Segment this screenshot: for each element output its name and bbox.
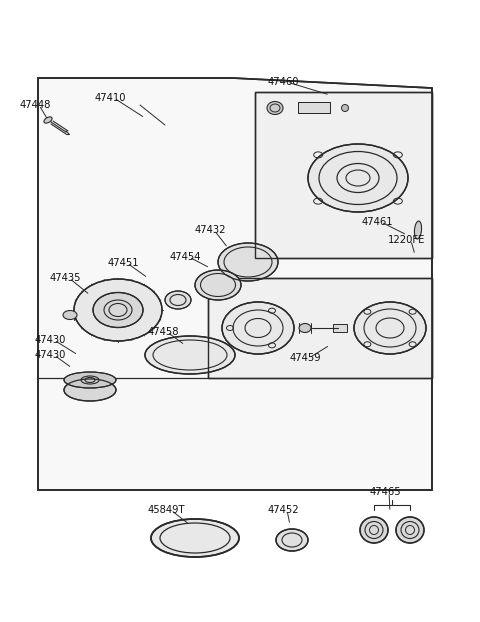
Text: 47430: 47430 bbox=[35, 350, 66, 360]
Text: 47430: 47430 bbox=[35, 335, 66, 345]
Polygon shape bbox=[38, 78, 432, 490]
Text: 47452: 47452 bbox=[268, 505, 300, 515]
Ellipse shape bbox=[341, 104, 348, 111]
Polygon shape bbox=[255, 92, 432, 258]
Ellipse shape bbox=[354, 302, 426, 354]
Ellipse shape bbox=[276, 529, 308, 551]
Ellipse shape bbox=[165, 291, 191, 309]
Ellipse shape bbox=[151, 519, 239, 557]
Text: 1220FE: 1220FE bbox=[388, 235, 425, 245]
Text: 47460: 47460 bbox=[268, 77, 300, 87]
Ellipse shape bbox=[63, 310, 77, 320]
Text: 47454: 47454 bbox=[170, 252, 202, 262]
Text: 47435: 47435 bbox=[50, 273, 82, 283]
Ellipse shape bbox=[145, 336, 235, 374]
Bar bbox=[298, 102, 330, 113]
Text: 47451: 47451 bbox=[108, 258, 140, 268]
Ellipse shape bbox=[308, 144, 408, 212]
Ellipse shape bbox=[44, 117, 52, 123]
Ellipse shape bbox=[195, 270, 241, 300]
Text: 47410: 47410 bbox=[95, 93, 127, 103]
Ellipse shape bbox=[218, 243, 278, 281]
Polygon shape bbox=[208, 278, 432, 378]
Ellipse shape bbox=[222, 302, 294, 354]
Ellipse shape bbox=[396, 517, 424, 543]
Bar bbox=[333, 324, 347, 332]
Text: 47458: 47458 bbox=[148, 327, 180, 337]
Text: 47432: 47432 bbox=[195, 225, 227, 235]
Ellipse shape bbox=[64, 372, 116, 388]
Ellipse shape bbox=[414, 221, 421, 239]
Text: 47465: 47465 bbox=[370, 487, 402, 497]
Ellipse shape bbox=[64, 379, 116, 401]
Text: 47461: 47461 bbox=[362, 217, 394, 227]
Ellipse shape bbox=[267, 101, 283, 114]
Text: 47459: 47459 bbox=[290, 353, 322, 363]
Ellipse shape bbox=[299, 323, 311, 333]
Ellipse shape bbox=[74, 279, 162, 341]
Text: 47448: 47448 bbox=[20, 100, 51, 110]
Bar bbox=[298, 102, 330, 113]
Ellipse shape bbox=[93, 292, 143, 328]
Ellipse shape bbox=[360, 517, 388, 543]
Text: 45849T: 45849T bbox=[148, 505, 185, 515]
